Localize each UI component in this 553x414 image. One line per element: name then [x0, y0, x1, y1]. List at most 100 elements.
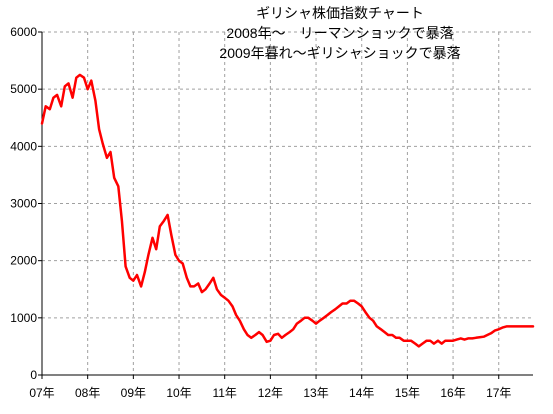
- data-point: [147, 254, 149, 256]
- y-tick-label: 0: [30, 368, 37, 382]
- data-point: [254, 334, 256, 336]
- data-point: [501, 327, 503, 329]
- chart-title: ギリシャ株価指数チャート 2008年～ リーマンショックで暴落 2009年暮れ～…: [219, 5, 460, 61]
- data-point: [467, 337, 469, 339]
- x-tick-label: 11年: [212, 386, 236, 400]
- data-point: [505, 325, 508, 327]
- data-point: [151, 237, 154, 239]
- x-tick-label: 10年: [166, 386, 191, 400]
- data-point: [361, 305, 363, 307]
- data-point: [315, 323, 317, 325]
- data-point: [106, 157, 108, 159]
- data-point: [517, 325, 519, 327]
- x-tick-label: 08年: [75, 386, 100, 400]
- data-point: [182, 262, 184, 265]
- data-point: [224, 297, 226, 299]
- data-point: [117, 185, 119, 187]
- data-point: [524, 325, 526, 327]
- data-point: [414, 343, 416, 345]
- data-point: [209, 282, 211, 285]
- title-line-2: 2008年～ リーマンショックで暴落: [226, 25, 453, 41]
- data-point: [155, 248, 157, 250]
- data-point: [490, 332, 492, 334]
- data-point: [292, 328, 294, 330]
- data-point: [521, 325, 523, 327]
- data-point: [144, 271, 146, 273]
- x-tick-label: 17年: [486, 386, 511, 400]
- y-tick-label: 4000: [10, 139, 37, 153]
- data-point: [262, 334, 264, 336]
- data-point: [243, 328, 245, 330]
- data-point: [227, 300, 229, 302]
- data-point: [178, 260, 180, 262]
- x-tick-labels: 07年 08年 09年 10年 11年 12年 13年 14年 15年 16年 17年: [29, 386, 511, 400]
- x-tick-label: 07年: [29, 386, 54, 400]
- data-point: [307, 317, 309, 319]
- data-point: [250, 337, 252, 339]
- data-point: [220, 294, 222, 296]
- y-tick-labels: 0 1000 2000 3000 4000 5000 6000: [10, 25, 37, 382]
- data-point: [444, 340, 446, 342]
- data-point: [239, 320, 241, 322]
- data-point: [296, 323, 298, 325]
- data-point: [246, 334, 249, 336]
- data-point: [67, 82, 70, 84]
- data-point: [72, 97, 74, 99]
- data-point: [399, 337, 401, 339]
- data-point: [204, 288, 207, 290]
- data-point: [368, 317, 371, 319]
- data-point: [494, 329, 496, 331]
- y-tick-label: 5000: [10, 82, 37, 96]
- data-point: [258, 331, 260, 333]
- data-point: [426, 340, 428, 342]
- data-point: [163, 220, 165, 222]
- data-point: [498, 328, 500, 330]
- data-point: [349, 300, 351, 302]
- data-point: [483, 336, 485, 338]
- data-point: [52, 97, 55, 99]
- data-point: [433, 343, 435, 345]
- data-point: [121, 220, 123, 222]
- data-point: [406, 340, 408, 342]
- data-point: [311, 320, 313, 322]
- data-point: [83, 77, 85, 79]
- data-point: [323, 317, 325, 319]
- data-point: [189, 285, 191, 287]
- data-point: [471, 337, 473, 339]
- series-line-0: [40, 73, 535, 348]
- grid-lines: [42, 31, 533, 375]
- data-point: [197, 282, 199, 285]
- data-point: [56, 94, 58, 96]
- data-point: [125, 265, 127, 267]
- data-point: [113, 177, 115, 179]
- data-point: [463, 339, 466, 341]
- data-point: [75, 77, 77, 79]
- data-point: [41, 122, 43, 125]
- data-point: [129, 277, 131, 279]
- data-point: [429, 340, 431, 342]
- x-tick-label: 15年: [395, 386, 420, 400]
- data-point: [326, 314, 329, 316]
- y-tick-label: 2000: [10, 254, 37, 268]
- data-point: [64, 85, 66, 87]
- data-point: [437, 340, 439, 342]
- data-point: [448, 340, 450, 342]
- data-point: [418, 345, 420, 347]
- data-point: [300, 320, 302, 322]
- data-point: [159, 225, 161, 227]
- data-point: [330, 311, 332, 313]
- data-point: [304, 317, 306, 319]
- x-tick-label: 16年: [440, 386, 465, 400]
- data-point: [460, 337, 462, 339]
- data-point: [102, 142, 104, 145]
- data-point: [376, 325, 378, 327]
- data-point: [346, 302, 348, 305]
- data-point: [364, 311, 366, 313]
- data-point: [334, 308, 336, 310]
- data-point: [372, 320, 374, 322]
- data-point: [273, 334, 275, 336]
- data-point: [109, 151, 112, 153]
- data-point: [266, 341, 268, 343]
- data-point: [403, 340, 405, 342]
